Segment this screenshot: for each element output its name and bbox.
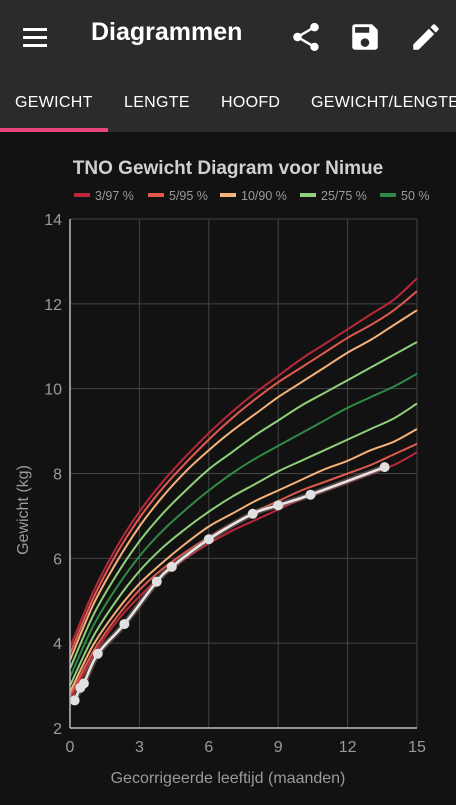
percentile-lines	[69, 277, 418, 701]
measurement-point	[273, 500, 284, 511]
app-bar: Diagrammen	[0, 0, 456, 74]
chart-title: TNO Gewicht Diagram voor Nimue	[73, 158, 383, 179]
x-tick-label: 3	[135, 739, 144, 756]
measurement-point	[119, 619, 130, 630]
save-icon[interactable]	[348, 20, 382, 54]
weight-chart: TNO Gewicht Diagram voor Nimue 3/97 % 5/9…	[15, 158, 430, 787]
percentile-line	[69, 428, 418, 693]
percentile-line	[69, 277, 418, 648]
y-tick-label: 10	[44, 382, 62, 399]
percentile-line	[69, 290, 418, 655]
tab-hoofd[interactable]: HOOFD	[221, 94, 281, 111]
percentile-line	[69, 341, 418, 670]
x-tick-label: 0	[66, 739, 75, 756]
legend-label: 10/90 %	[241, 189, 287, 203]
measurement-point	[69, 695, 80, 706]
percentile-line	[69, 402, 418, 687]
measurement-point	[166, 561, 177, 572]
percentile-line	[69, 442, 418, 697]
edit-icon[interactable]	[409, 20, 443, 54]
y-axis-label: Gewicht (kg)	[15, 465, 32, 555]
x-tick-label: 6	[204, 739, 213, 756]
menu-icon[interactable]	[20, 23, 50, 53]
y-tick-label: 12	[44, 297, 62, 314]
measurement-line	[73, 465, 386, 701]
legend-swatch	[148, 193, 164, 197]
legend-label: 3/97 %	[95, 189, 134, 203]
measurement-series	[69, 462, 390, 706]
y-tick-label: 4	[53, 636, 62, 653]
measurement-trend-band	[71, 464, 386, 702]
legend-swatch	[74, 193, 90, 197]
legend-swatch	[220, 193, 236, 197]
measurement-point	[305, 489, 316, 500]
x-tick-label: 12	[339, 739, 357, 756]
page-title: Diagrammen	[91, 18, 243, 46]
legend-swatch	[300, 193, 316, 197]
measurement-point	[379, 462, 390, 473]
tab-bar: GEWICHT LENGTE HOOFD GEWICHT/LENGTE	[0, 74, 456, 132]
chart-legend: 3/97 % 5/95 % 10/90 % 25/75 % 50 %	[74, 189, 430, 203]
tab-lengte[interactable]: LENGTE	[124, 94, 190, 111]
legend-label: 50 %	[401, 189, 430, 203]
x-tick-label: 9	[274, 739, 283, 756]
measurement-point	[92, 648, 103, 659]
x-tick-label: 15	[408, 739, 426, 756]
active-tab-indicator	[0, 128, 108, 132]
y-tick-label: 6	[53, 551, 62, 568]
chart-panel: TNO Gewicht Diagram voor Nimue 3/97 % 5/9…	[0, 132, 456, 800]
measurement-point	[151, 576, 162, 587]
chart-axes: 0 3 6 9 12 15 2 4 6 8 10 12 14	[44, 212, 426, 756]
share-icon[interactable]	[289, 20, 323, 54]
legend-swatch	[380, 193, 396, 197]
percentile-line	[69, 309, 418, 661]
measurement-point	[78, 678, 89, 689]
tab-gewicht-lengte[interactable]: GEWICHT/LENGTE	[311, 94, 456, 111]
y-tick-label: 2	[53, 721, 62, 738]
legend-label: 25/75 %	[321, 189, 367, 203]
measurement-point	[203, 534, 214, 545]
y-tick-label: 14	[44, 212, 62, 229]
legend-label: 5/95 %	[169, 189, 208, 203]
tab-gewicht[interactable]: GEWICHT	[15, 94, 93, 111]
x-axis-label: Gecorrigeerde leeftijd (maanden)	[111, 770, 346, 787]
measurement-point	[247, 508, 258, 519]
y-tick-label: 8	[53, 467, 62, 484]
percentile-line	[69, 372, 418, 678]
